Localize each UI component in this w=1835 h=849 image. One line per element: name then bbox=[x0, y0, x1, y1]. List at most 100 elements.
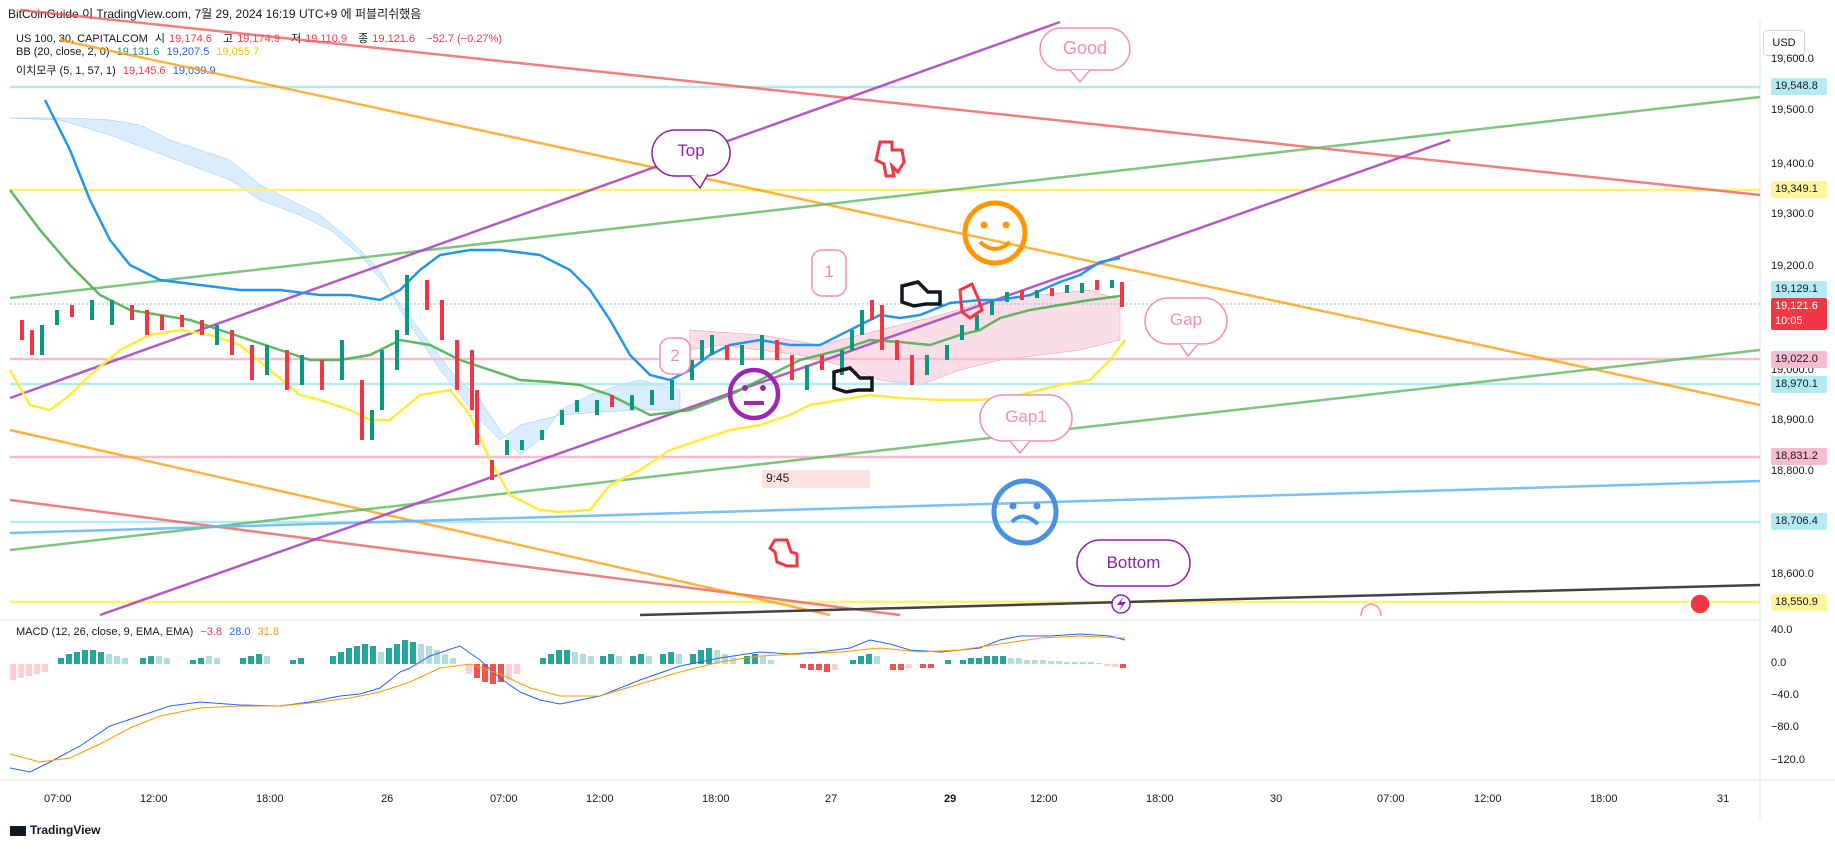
callout-one-text: 1 bbox=[824, 262, 834, 281]
callout-top[interactable] bbox=[651, 129, 731, 190]
macd-tick: −120.0 bbox=[1771, 754, 1805, 766]
callout-gap1-text: Gap1 bbox=[1005, 407, 1047, 426]
symbol-legend: US 100, 30, CAPITALCOM 시 19,174.6 고 19,174… bbox=[16, 30, 506, 46]
tradingview-logo-icon bbox=[10, 825, 26, 836]
trendline-red-upper[interactable] bbox=[19, 8, 1761, 197]
time-tick: 18:00 bbox=[256, 793, 284, 805]
time-tick: 12:00 bbox=[586, 793, 614, 805]
time-tick: 26 bbox=[381, 793, 394, 805]
time-box-text: 9:45 bbox=[766, 471, 790, 485]
price-tick: 19,600.0 bbox=[1771, 53, 1814, 65]
symbol-name[interactable]: US 100, 30, CAPITALCOM bbox=[16, 33, 148, 45]
bb-lower-value: 19,055.7 bbox=[216, 46, 260, 58]
price-label-19349[interactable]: 19,349.1 bbox=[1771, 181, 1827, 198]
time-tick: 18:00 bbox=[1146, 793, 1174, 805]
price-tick: 18,800.0 bbox=[1771, 465, 1814, 477]
smile-face-icon[interactable] bbox=[962, 200, 1028, 266]
macd-line[interactable] bbox=[9, 633, 1126, 773]
close-label: 종 bbox=[358, 33, 369, 45]
macd-legend[interactable]: MACD (12, 26, close, 9, EMA, EMA) −3.8 2… bbox=[16, 626, 283, 638]
trendline-orange-lower[interactable] bbox=[9, 428, 831, 617]
high-label: 고 bbox=[222, 33, 234, 45]
price-label-19548[interactable]: 19,548.8 bbox=[1771, 78, 1827, 95]
callout-good[interactable] bbox=[1039, 27, 1131, 84]
callout-bottom[interactable] bbox=[1076, 539, 1191, 587]
time-highlight-box[interactable] bbox=[762, 470, 870, 488]
price-tick: 18,600.0 bbox=[1771, 568, 1814, 580]
macd-line-value: 28.0 bbox=[229, 626, 251, 638]
change-value: −52.7 (−0.27%) bbox=[426, 33, 503, 45]
trendline-black[interactable] bbox=[639, 583, 1761, 617]
time-tick: 27 bbox=[825, 793, 838, 805]
ichimoku-cloud-bearish bbox=[9, 117, 681, 456]
price-label-countdown: 10:05 bbox=[1771, 313, 1827, 330]
trendline-red-lower[interactable] bbox=[9, 498, 901, 617]
hand-pointer-left-icon[interactable] bbox=[958, 281, 984, 320]
neutral-face-icon[interactable] bbox=[727, 367, 781, 421]
callout-gap[interactable] bbox=[1144, 297, 1228, 358]
price-tick: 19,400.0 bbox=[1771, 158, 1814, 170]
callout-good-text: Good bbox=[1062, 38, 1108, 58]
price-label-18831[interactable]: 18,831.2 bbox=[1771, 448, 1827, 465]
trendline-green-lower[interactable] bbox=[9, 348, 1761, 552]
trendline-purple-upper[interactable] bbox=[9, 20, 1061, 400]
trendline-purple-lower[interactable] bbox=[99, 138, 1451, 617]
callout-two[interactable] bbox=[659, 337, 691, 375]
callout-gap1[interactable] bbox=[979, 394, 1073, 455]
price-candles[interactable] bbox=[20, 275, 1124, 480]
price-label-18550[interactable]: 18,550.9 bbox=[1771, 594, 1827, 611]
trendline-green-upper[interactable] bbox=[9, 95, 1761, 300]
trendline-blue[interactable] bbox=[9, 479, 1761, 535]
macd-signal-value: 31.8 bbox=[257, 626, 280, 638]
callout-top-text: Top bbox=[677, 141, 705, 160]
price-label-18970[interactable]: 18,970.1 bbox=[1771, 376, 1827, 393]
time-tick: 31 bbox=[1717, 793, 1730, 805]
open-label: 시 bbox=[154, 33, 166, 45]
callout-one[interactable] bbox=[811, 249, 847, 297]
tradingview-logo[interactable]: TradingView bbox=[10, 823, 100, 837]
currency-button[interactable]: USD bbox=[1763, 30, 1805, 56]
price-label-last[interactable]: 19,121.6 bbox=[1771, 298, 1827, 315]
price-tick: 19,500.0 bbox=[1771, 104, 1814, 116]
macd-name: MACD (12, 26, close, 9, EMA, EMA) bbox=[16, 626, 194, 638]
hand-pointer-up-icon[interactable] bbox=[768, 538, 799, 568]
callout-two-text: 2 bbox=[670, 346, 680, 365]
close-value: 19,121.6 bbox=[372, 33, 416, 45]
macd-tick: −40.0 bbox=[1771, 689, 1799, 701]
price-label-19129[interactable]: 19,129.1 bbox=[1771, 281, 1827, 298]
time-tick: 18:00 bbox=[702, 793, 730, 805]
ichimoku-name: 이치모쿠 (5, 1, 57, 1) bbox=[16, 65, 116, 77]
ichimoku-legend[interactable]: 이치모쿠 (5, 1, 57, 1) 19,145.6 19,039.9 bbox=[16, 62, 220, 78]
ichimoku-value-2: 19,039.9 bbox=[172, 65, 216, 77]
time-tick: 07:00 bbox=[44, 793, 72, 805]
confused-face-icon[interactable] bbox=[991, 478, 1059, 546]
hand-pointer-down-icon[interactable] bbox=[874, 140, 906, 178]
hand-pointer-right-icon-2[interactable] bbox=[832, 366, 874, 394]
callout-bottom-text: Bottom bbox=[1106, 553, 1161, 572]
time-tick: 12:00 bbox=[1030, 793, 1058, 805]
time-tick: 12:00 bbox=[1474, 793, 1502, 805]
macd-histogram[interactable] bbox=[10, 640, 1126, 684]
bb-name: BB (20, close, 2, 0) bbox=[16, 46, 110, 58]
lightning-icon bbox=[1117, 597, 1126, 611]
macd-signal-line[interactable] bbox=[9, 635, 1126, 763]
macd-tick: 40.0 bbox=[1771, 624, 1793, 636]
price-label-18706[interactable]: 18,706.4 bbox=[1771, 513, 1827, 530]
time-tick: 29 bbox=[944, 793, 957, 805]
price-tick: 19,200.0 bbox=[1771, 260, 1814, 272]
time-tick: 12:00 bbox=[140, 793, 168, 805]
macd-hist-value: −3.8 bbox=[200, 626, 223, 638]
bb-upper-line[interactable] bbox=[43, 99, 1121, 382]
time-tick: 07:00 bbox=[490, 793, 518, 805]
time-tick: 07:00 bbox=[1377, 793, 1405, 805]
callout-gap-text: Gap bbox=[1169, 310, 1203, 329]
price-tick: 18,900.0 bbox=[1771, 414, 1814, 426]
bb-lower-line[interactable] bbox=[8, 328, 1126, 514]
trendline-orange-upper[interactable] bbox=[59, 38, 1761, 407]
price-label-19022[interactable]: 19,022.0 bbox=[1771, 351, 1827, 368]
bb-upper-value: 19,207.5 bbox=[166, 46, 210, 58]
hand-pointer-right-icon[interactable] bbox=[900, 280, 942, 308]
publish-info: 이 TradingView.com, 7월 29, 2024 16:19 UTC… bbox=[82, 7, 422, 21]
us-flag-icon[interactable] bbox=[1689, 593, 1711, 615]
